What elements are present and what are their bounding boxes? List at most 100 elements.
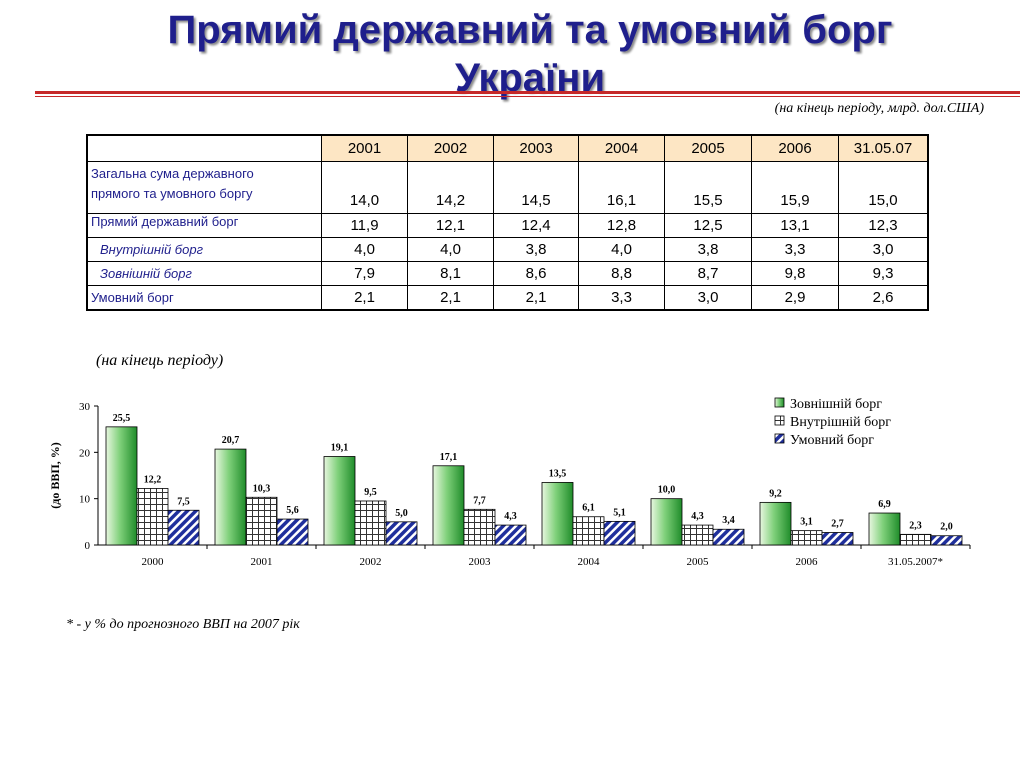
row-label: Умовний борг: [86, 285, 322, 311]
footnote: * - у % до прогнозного ВВП на 2007 рік: [66, 617, 300, 632]
table-cell: 2,1: [493, 285, 579, 311]
y-tick-label: 20: [79, 447, 91, 459]
unit-note: (на кінець періоду, млрд. дол.США): [774, 101, 984, 116]
y-tick-label: 30: [79, 401, 91, 413]
table-header-cell: 2005: [664, 134, 752, 162]
table-cell: 8,1: [407, 261, 494, 286]
table-header-cell: 2002: [407, 134, 494, 162]
x-tick-label: 2000: [142, 556, 165, 568]
title-divider: [35, 91, 1020, 94]
bar-1: [136, 488, 169, 546]
row-label: Внутрішній борг: [86, 237, 322, 262]
bar-value-label: 9,5: [364, 487, 377, 498]
bar-2: [821, 532, 854, 546]
bar-value-label: 3,1: [800, 517, 813, 528]
bar-value-label: 9,2: [769, 488, 782, 499]
bar-1: [681, 524, 714, 546]
x-tick-label: 2004: [578, 556, 601, 568]
x-tick-label: 2006: [796, 556, 819, 568]
table-cell: 15,5: [664, 161, 752, 214]
legend-label: Зовнішній борг: [790, 397, 882, 412]
bar-value-label: 7,7: [473, 495, 486, 506]
bar-0: [650, 498, 683, 546]
table-header-cell: 2001: [321, 134, 408, 162]
bar-value-label: 17,1: [440, 452, 458, 463]
bar-value-label: 25,5: [113, 413, 131, 424]
y-tick-label: 0: [85, 540, 91, 552]
bar-value-label: 13,5: [549, 468, 567, 479]
bar-0: [759, 501, 792, 546]
bar-2: [276, 518, 309, 546]
x-tick-label: 2003: [469, 556, 492, 568]
table-cell: 9,8: [751, 261, 839, 286]
bar-2: [930, 535, 963, 546]
table-cell: 11,9: [321, 213, 408, 238]
bar-2: [167, 509, 200, 546]
bar-1: [790, 530, 823, 546]
row-label-line: Загальна сума державного: [91, 166, 254, 181]
legend-swatch: [774, 397, 785, 408]
table-cell: 3,8: [493, 237, 579, 262]
bar-value-label: 10,3: [253, 483, 271, 494]
y-axis-title: (до ВВП, %): [48, 442, 62, 508]
bar-1: [572, 516, 605, 546]
table-cell: 13,1: [751, 213, 839, 238]
debt-table: 2001 2002 2003 2004 2005 2006 31.05.07 З…: [86, 134, 929, 311]
table-cell: 12,3: [838, 213, 929, 238]
table-cell: 8,6: [493, 261, 579, 286]
legend-swatch: [774, 433, 785, 444]
table-cell: 3,3: [578, 285, 665, 311]
bar-0: [105, 426, 138, 546]
bar-0: [323, 456, 356, 546]
table-header-cell: 2006: [751, 134, 839, 162]
table-cell: 2,1: [321, 285, 408, 311]
bar-value-label: 4,3: [504, 511, 517, 522]
bar-2: [712, 528, 745, 546]
table-cell: 2,1: [407, 285, 494, 311]
bar-0: [214, 448, 247, 546]
title-line-1: Прямий державний та умовний борг: [167, 8, 893, 52]
row-label: Прямий державний борг: [86, 213, 322, 238]
x-tick-label: 31.05.2007*: [888, 556, 943, 568]
x-tick-label: 2002: [360, 556, 382, 568]
row-label: Загальна сума державного прямого та умов…: [86, 161, 322, 214]
bar-value-label: 5,6: [286, 505, 299, 516]
table-cell: 12,5: [664, 213, 752, 238]
bar-value-label: 4,3: [691, 511, 704, 522]
bar-value-label: 2,0: [940, 522, 953, 533]
bar-value-label: 6,9: [878, 499, 891, 510]
bar-value-label: 2,3: [909, 520, 922, 531]
table-cell: 2,6: [838, 285, 929, 311]
bar-value-label: 20,7: [222, 435, 240, 446]
bar-value-label: 3,4: [722, 515, 735, 526]
bar-1: [899, 533, 932, 546]
table-header-cell: 2004: [578, 134, 665, 162]
table-cell: 9,3: [838, 261, 929, 286]
table-cell: 16,1: [578, 161, 665, 214]
table-cell: 8,8: [578, 261, 665, 286]
title-divider-thin: [35, 96, 1020, 97]
table-cell: 15,9: [751, 161, 839, 214]
bar-2: [494, 524, 527, 546]
y-tick-label: 10: [79, 494, 91, 506]
bar-0: [868, 512, 901, 546]
row-label: Зовнішній борг: [86, 261, 322, 286]
legend-swatch: [774, 415, 785, 426]
bar-value-label: 2,7: [831, 518, 844, 529]
table-cell: 14,2: [407, 161, 494, 214]
table-cell: 3,0: [664, 285, 752, 311]
table-cell: 3,8: [664, 237, 752, 262]
bar-value-label: 7,5: [177, 496, 190, 507]
table-cell: 14,0: [321, 161, 408, 214]
bar-value-label: 12,2: [144, 474, 162, 485]
x-tick-label: 2005: [687, 556, 710, 568]
page-title: Прямий державний та умовний борг України: [0, 6, 1024, 102]
bar-value-label: 6,1: [582, 503, 595, 514]
bar-2: [603, 520, 636, 546]
table-row: Зовнішній борг 7,9 8,1 8,6 8,8 8,7 9,8 9…: [86, 261, 929, 286]
table-row: Умовний борг 2,1 2,1 2,1 3,3 3,0 2,9 2,6: [86, 285, 929, 311]
bar-0: [432, 465, 465, 546]
legend-label: Внутрішній борг: [790, 415, 891, 430]
period-note: (на кінець періоду): [96, 352, 224, 369]
